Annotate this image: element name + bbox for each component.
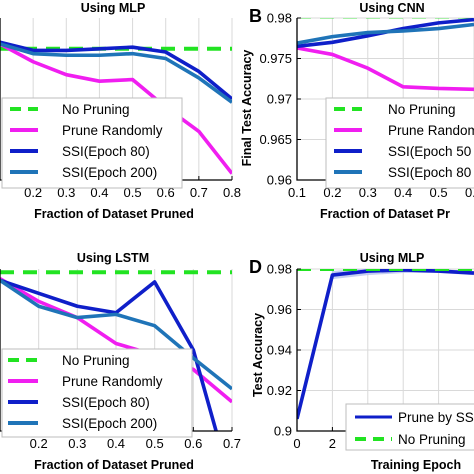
panel-b-ytick-label: 0.975 bbox=[259, 51, 292, 66]
panel-b-xtick-label: 0.3 bbox=[359, 185, 377, 200]
panel-c-xlabel: Fraction of Dataset Pruned bbox=[34, 458, 194, 472]
panel-b-legend: No Pruning Prune Randomly SSI(Epoch 50 S… bbox=[325, 97, 474, 189]
panel-c-xtick-label: 0.4 bbox=[107, 436, 125, 451]
panel-d-band-prune-by-ssi bbox=[297, 269, 474, 419]
panel-a-xtick-label: 0.2 bbox=[24, 185, 42, 200]
legend-label-no-pruning: No Pruning bbox=[398, 432, 466, 447]
panel-a-xlabel: Fraction of Dataset Pruned bbox=[34, 207, 194, 221]
legend-label-ssi-epoch-80: SSI(Epoch 80 bbox=[388, 165, 471, 180]
legend-label-prune-by-ssi: Prune by SSI bbox=[398, 410, 474, 425]
panel-d-mlp-training: D Using MLP Test Accuracy 024680.90.920.… bbox=[249, 251, 474, 472]
panel-a-xtick-label: 0.7 bbox=[190, 185, 208, 200]
panel-c-lstm-pruning: Using LSTM 0.2 0.3 0.4 0.5 0.6 0.7 Fraction o… bbox=[0, 251, 241, 472]
panel-a-line-ssi-epoch-200 bbox=[0, 42, 232, 104]
panel-d-ytick-label: 0.92 bbox=[267, 383, 292, 398]
panel-c-line-ssi-epoch-200 bbox=[0, 278, 232, 391]
panel-d-legend: Prune by SSI No Pruning bbox=[345, 403, 474, 451]
legend-label-ssi-epoch-80: SSI(Epoch 80) bbox=[62, 144, 150, 159]
panel-a-xtick-label: 0.4 bbox=[90, 185, 108, 200]
legend-label-ssi-epoch-200: SSI(Epoch 200) bbox=[62, 165, 157, 180]
legend-label-ssi-epoch-50: SSI(Epoch 50 bbox=[388, 144, 471, 159]
panel-d-ytick-label: 0.9 bbox=[274, 424, 292, 439]
panel-d-xlabel: Training Epoch bbox=[371, 458, 461, 472]
legend-label-prune-randomly: Prune Randomly bbox=[62, 374, 163, 389]
panel-c-xtick-label: 0.6 bbox=[184, 436, 202, 451]
panel-a-xtick-label: 0.3 bbox=[57, 185, 75, 200]
panel-b-ylabel: Final Test Accuracy bbox=[240, 50, 254, 167]
panel-b-xtick-label: 0.1 bbox=[288, 185, 306, 200]
panel-b-xtick-label: 0.4 bbox=[394, 185, 412, 200]
panel-b-ytick-label: 0.965 bbox=[259, 132, 292, 147]
legend-label-ssi-epoch-200: SSI(Epoch 200) bbox=[62, 416, 157, 431]
panel-a-xtick-label: 0.6 bbox=[157, 185, 175, 200]
panel-d-ytick-label: 0.94 bbox=[267, 343, 292, 358]
panel-d-line-prune-by-ssi bbox=[297, 269, 474, 420]
panel-a-title: Using MLP bbox=[81, 1, 146, 15]
panel-c-xtick-label: 0.7 bbox=[223, 436, 241, 451]
panel-c-xtick-label: 0.3 bbox=[68, 436, 86, 451]
panel-a-mlp-pruning: Using MLP 0.2 0.3 0.4 0.5 0.6 0.7 0.8 Fraction… bbox=[0, 1, 241, 221]
legend-label-prune-randomly: Prune Randomly bbox=[388, 123, 474, 138]
panel-d-letter: D bbox=[249, 257, 262, 277]
panel-b-letter: B bbox=[249, 6, 262, 26]
panel-d-ylabel: Test Accuracy bbox=[251, 313, 265, 397]
panel-d-xtick-label: 0 bbox=[293, 436, 300, 451]
panel-b-xlabel: Fraction of Dataset Pr bbox=[320, 207, 450, 221]
panel-c-line-prune-randomly bbox=[0, 277, 232, 404]
legend-label-prune-randomly: Prune Randomly bbox=[62, 123, 163, 138]
panel-b-series-group bbox=[297, 18, 474, 92]
panel-c-xtick-label: 0.2 bbox=[30, 436, 48, 451]
panel-b-ytick-label: 0.98 bbox=[267, 11, 292, 26]
panel-b-line-prune-randomly bbox=[297, 46, 474, 92]
panel-b-cnn-pruning: B Using CNN Final Test Accuracy 0.1 0.2 0.… bbox=[240, 1, 474, 221]
legend-label-ssi-epoch-80: SSI(Epoch 80) bbox=[62, 395, 150, 410]
panel-d-ytick-label: 0.96 bbox=[267, 302, 292, 317]
panel-a-plot-area: 0.2 0.3 0.4 0.5 0.6 0.7 0.8 bbox=[0, 18, 241, 200]
panel-d-title: Using MLP bbox=[360, 251, 425, 265]
panel-c-xtick-label: 0.5 bbox=[146, 436, 164, 451]
panel-b-line-ssi-epoch-80 bbox=[297, 22, 474, 45]
panel-a-series-group bbox=[0, 40, 232, 175]
panel-b-ytick-label: 0.97 bbox=[267, 92, 292, 107]
panel-a-legend: No Pruning Prune Randomly SSI(Epoch 80) … bbox=[1, 97, 183, 189]
panel-b-xtick-label: 0.6 bbox=[465, 185, 474, 200]
legend-label-no-pruning: No Pruning bbox=[388, 102, 456, 117]
panel-d-legend-box bbox=[345, 403, 474, 451]
panel-d-ytick-label: 0.98 bbox=[267, 262, 292, 277]
panel-b-xtick-label: 0.5 bbox=[430, 185, 448, 200]
panel-c-series-group bbox=[0, 270, 232, 431]
panel-b-title: Using CNN bbox=[359, 1, 424, 15]
panel-a-xtick-label: 0.8 bbox=[223, 185, 241, 200]
panel-d-xtick-label: 2 bbox=[329, 436, 336, 451]
panel-d-series-group bbox=[297, 269, 474, 420]
panel-b-ytick-label: 0.96 bbox=[267, 173, 292, 188]
panel-c-legend: No Pruning Prune Randomly SSI(Epoch 80) … bbox=[1, 348, 193, 438]
panel-a-xtick-label: 0.5 bbox=[124, 185, 142, 200]
legend-label-no-pruning: No Pruning bbox=[62, 353, 130, 368]
panel-b-xtick-label: 0.2 bbox=[323, 185, 341, 200]
legend-label-no-pruning: No Pruning bbox=[62, 102, 130, 117]
panel-a-line-ssi-epoch-80 bbox=[0, 40, 232, 101]
panel-c-title: Using LSTM bbox=[77, 251, 149, 265]
panel-a-line-prune-randomly bbox=[0, 42, 232, 175]
